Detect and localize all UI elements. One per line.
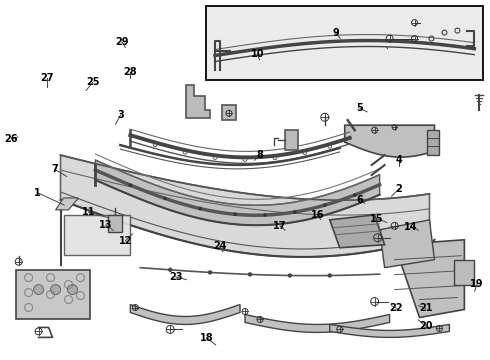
Text: 29: 29	[115, 37, 128, 47]
Circle shape	[248, 273, 251, 276]
Polygon shape	[345, 125, 435, 157]
Polygon shape	[245, 315, 390, 332]
Text: 1: 1	[34, 188, 41, 198]
Text: 15: 15	[370, 214, 384, 224]
Polygon shape	[16, 270, 91, 319]
Polygon shape	[108, 215, 122, 232]
Polygon shape	[380, 220, 435, 268]
Polygon shape	[285, 130, 298, 150]
Circle shape	[198, 207, 202, 210]
Circle shape	[353, 193, 357, 197]
Text: 8: 8	[256, 150, 263, 160]
Circle shape	[233, 212, 237, 216]
Polygon shape	[330, 215, 385, 248]
Text: 14: 14	[404, 222, 418, 231]
Text: 27: 27	[40, 73, 54, 83]
Circle shape	[34, 285, 44, 294]
Polygon shape	[427, 130, 440, 155]
Polygon shape	[394, 240, 465, 318]
Polygon shape	[64, 215, 130, 255]
Polygon shape	[186, 85, 210, 118]
Text: 16: 16	[311, 210, 324, 220]
Polygon shape	[55, 198, 78, 210]
Circle shape	[68, 285, 77, 294]
Circle shape	[328, 274, 331, 277]
Text: 24: 24	[213, 241, 226, 251]
Polygon shape	[330, 324, 449, 337]
Text: 5: 5	[356, 103, 363, 113]
Text: 28: 28	[123, 67, 137, 77]
Circle shape	[263, 213, 267, 217]
Text: 4: 4	[395, 155, 402, 165]
Text: 22: 22	[390, 303, 403, 314]
Polygon shape	[96, 160, 380, 225]
Text: 3: 3	[117, 111, 124, 121]
Circle shape	[50, 285, 61, 294]
Polygon shape	[130, 305, 240, 324]
Text: 21: 21	[419, 303, 433, 314]
Text: 25: 25	[86, 77, 99, 87]
Polygon shape	[61, 155, 429, 257]
Circle shape	[289, 274, 292, 277]
Circle shape	[164, 197, 167, 200]
Text: 17: 17	[273, 221, 287, 231]
Text: 13: 13	[99, 220, 113, 230]
Text: 23: 23	[169, 272, 182, 282]
Bar	[206, 6, 483, 80]
Circle shape	[209, 271, 212, 274]
Circle shape	[293, 210, 296, 214]
Polygon shape	[222, 105, 236, 120]
Polygon shape	[454, 260, 474, 285]
Text: 6: 6	[356, 195, 363, 205]
Text: 19: 19	[470, 279, 484, 289]
Text: 7: 7	[51, 164, 58, 174]
Text: 10: 10	[250, 49, 264, 59]
Text: 2: 2	[395, 184, 402, 194]
Circle shape	[169, 268, 171, 271]
Text: 26: 26	[5, 134, 18, 144]
Text: 12: 12	[119, 236, 132, 246]
Text: 20: 20	[419, 321, 433, 331]
Text: 9: 9	[332, 28, 339, 38]
Circle shape	[323, 203, 326, 207]
Text: 18: 18	[200, 333, 214, 343]
Circle shape	[128, 183, 132, 187]
Text: 11: 11	[82, 207, 96, 217]
